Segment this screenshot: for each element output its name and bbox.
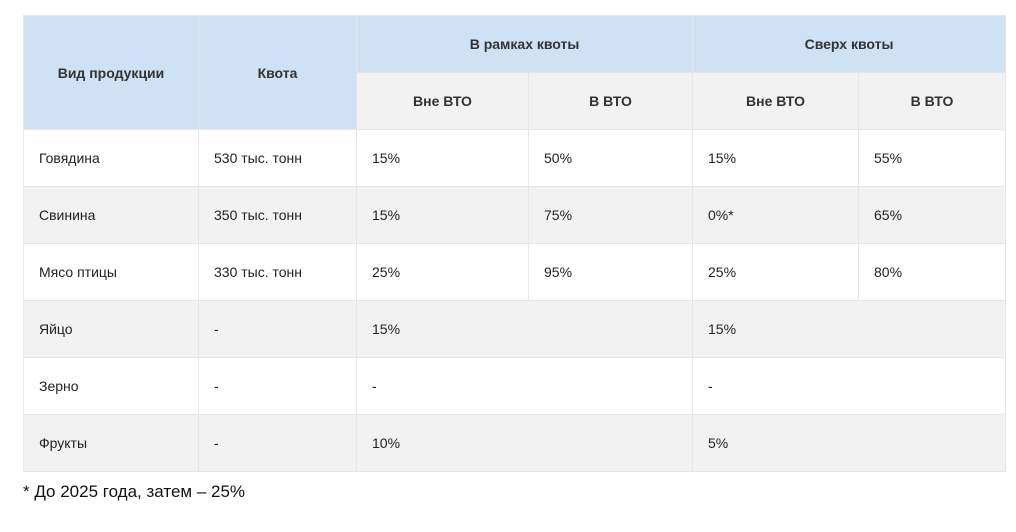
tariff-table: Вид продукции Квота В рамках квоты Сверх… (23, 15, 1007, 472)
header-within-quota: В рамках квоты (355, 15, 694, 73)
cell-quota: 330 тыс. тонн (198, 243, 357, 301)
cell-product: Яйцо (23, 300, 199, 358)
cell-quota: - (198, 300, 357, 358)
cell-within-all: 10% (355, 414, 694, 472)
cell-product: Фрукты (23, 414, 199, 472)
header-above-non-wto: Вне ВТО (692, 72, 860, 130)
cell-within-all: 15% (355, 300, 694, 358)
cell-within-wto: 75% (527, 186, 694, 244)
tariff-table-container: Вид продукции Квота В рамках квоты Сверх… (23, 15, 1007, 472)
cell-above-all: - (692, 357, 1007, 415)
header-row-sub: Вне ВТО В ВТО Вне ВТО В ВТО (24, 72, 1007, 130)
cell-within-all: - (355, 357, 694, 415)
cell-above-all: 5% (692, 414, 1007, 472)
header-row-top: Вид продукции Квота В рамках квоты Сверх… (23, 15, 1007, 130)
cell-above-non-wto: 25% (692, 243, 860, 301)
cell-within-wto: 50% (527, 129, 694, 187)
header-within-non-wto: Вне ВТО (356, 72, 529, 130)
cell-above-all: 15% (692, 300, 1007, 358)
header-above-wto: В ВТО (858, 72, 1007, 130)
table-row: Свинина 350 тыс. тонн 15% 75% 0%* 65% (23, 186, 1007, 244)
cell-above-wto: 55% (858, 129, 1007, 187)
header-within-wto: В ВТО (527, 72, 694, 130)
table-row: Мясо птицы 330 тыс. тонн 25% 95% 25% 80% (23, 243, 1007, 301)
cell-product: Свинина (23, 186, 199, 244)
table-row: Яйцо - 15% 15% (23, 300, 1007, 358)
cell-above-wto: 80% (858, 243, 1007, 301)
cell-quota: 350 тыс. тонн (198, 186, 357, 244)
cell-within-wto: 95% (527, 243, 694, 301)
table-row: Фрукты - 10% 5% (23, 414, 1007, 472)
cell-above-non-wto: 15% (692, 129, 860, 187)
cell-product: Зерно (23, 357, 199, 415)
cell-within-non-wto: 15% (356, 186, 529, 244)
cell-quota: 530 тыс. тонн (198, 129, 357, 187)
cell-above-non-wto: 0%* (692, 186, 860, 244)
cell-within-non-wto: 15% (356, 129, 529, 187)
cell-product: Говядина (23, 129, 199, 187)
footnote: * До 2025 года, затем – 25% (23, 482, 246, 501)
header-above-quota: Сверх квоты (692, 15, 1007, 73)
cell-within-non-wto: 25% (356, 243, 529, 301)
cell-quota: - (198, 357, 357, 415)
table-row: Говядина 530 тыс. тонн 15% 50% 15% 55% (23, 129, 1007, 187)
header-product: Вид продукции (23, 15, 199, 130)
cell-above-wto: 65% (858, 186, 1007, 244)
cell-product: Мясо птицы (23, 243, 199, 301)
table-row: Зерно - - - (23, 357, 1007, 415)
cell-quota: - (198, 414, 357, 472)
header-quota: Квота (198, 15, 357, 130)
